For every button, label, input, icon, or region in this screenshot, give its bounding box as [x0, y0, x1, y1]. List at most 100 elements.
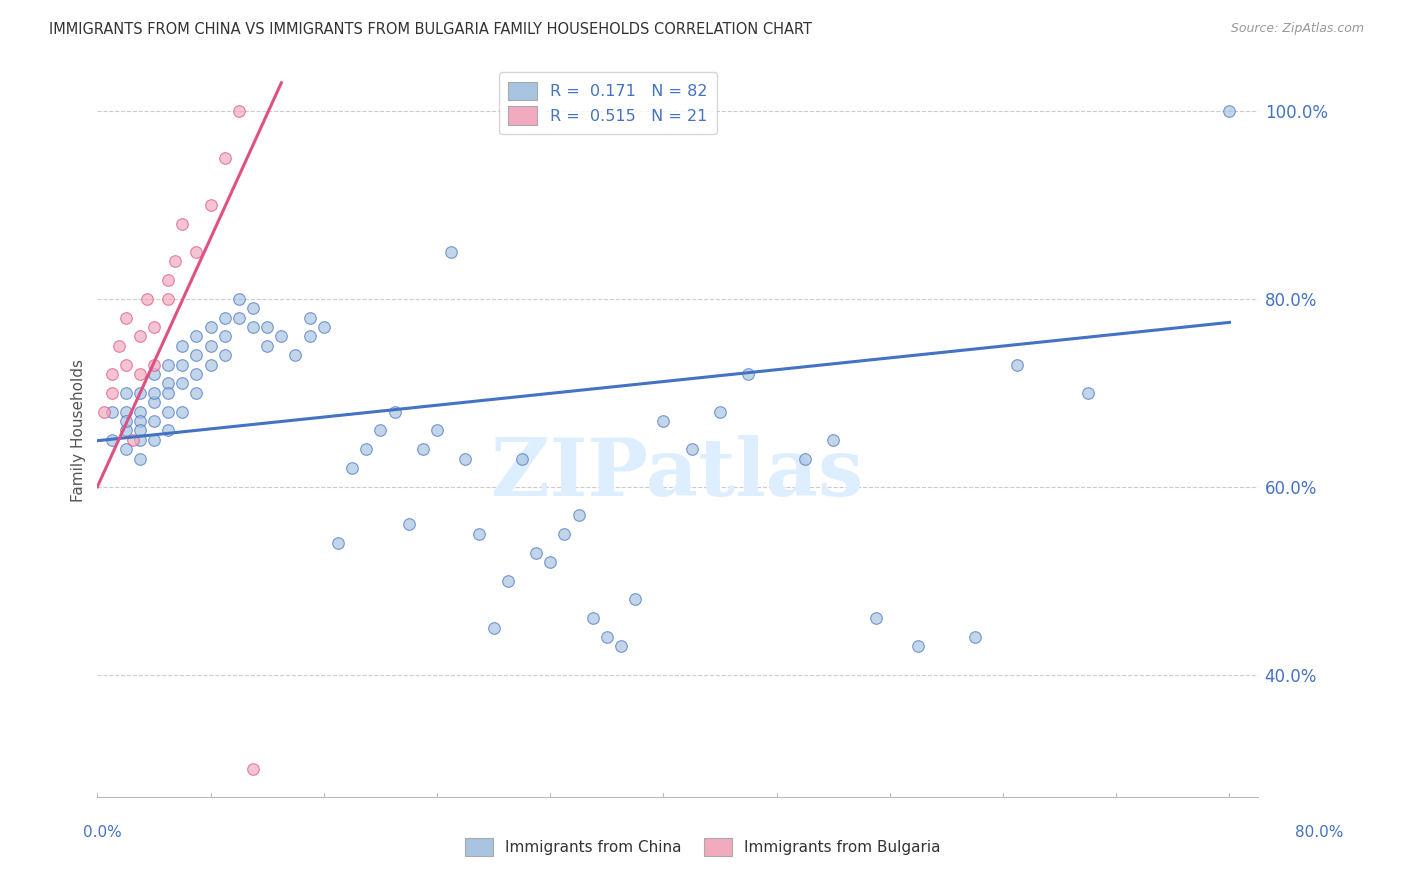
- Point: [298, 329, 321, 343]
- Point: [468, 526, 491, 541]
- Point: [370, 424, 392, 438]
- Point: [214, 310, 236, 325]
- Point: [128, 367, 150, 381]
- Point: [256, 320, 278, 334]
- Point: [340, 461, 363, 475]
- Point: [312, 320, 335, 334]
- Point: [114, 442, 136, 457]
- Point: [426, 424, 449, 438]
- Point: [100, 433, 122, 447]
- Text: ZIPatlas: ZIPatlas: [492, 435, 863, 514]
- Point: [1005, 358, 1028, 372]
- Point: [538, 555, 561, 569]
- Point: [256, 339, 278, 353]
- Point: [398, 517, 420, 532]
- Point: [737, 367, 759, 381]
- Point: [93, 404, 115, 418]
- Point: [865, 611, 887, 625]
- Point: [482, 621, 505, 635]
- Point: [270, 329, 292, 343]
- Point: [454, 451, 477, 466]
- Point: [186, 367, 208, 381]
- Point: [157, 273, 180, 287]
- Point: [510, 451, 533, 466]
- Point: [793, 451, 815, 466]
- Point: [143, 414, 166, 428]
- Point: [114, 385, 136, 400]
- Point: [114, 310, 136, 325]
- Point: [326, 536, 349, 550]
- Point: [907, 640, 929, 654]
- Text: 80.0%: 80.0%: [1295, 825, 1343, 840]
- Point: [172, 376, 194, 391]
- Point: [143, 385, 166, 400]
- Point: [284, 348, 307, 362]
- Point: [128, 451, 150, 466]
- Point: [963, 630, 986, 644]
- Point: [100, 367, 122, 381]
- Point: [114, 424, 136, 438]
- Point: [143, 367, 166, 381]
- Point: [143, 358, 166, 372]
- Point: [186, 244, 208, 259]
- Point: [242, 320, 264, 334]
- Point: [524, 545, 547, 559]
- Text: 0.0%: 0.0%: [83, 825, 122, 840]
- Point: [165, 254, 187, 268]
- Point: [440, 244, 463, 259]
- Point: [596, 630, 619, 644]
- Point: [128, 404, 150, 418]
- Point: [128, 414, 150, 428]
- Legend: Immigrants from China, Immigrants from Bulgaria: Immigrants from China, Immigrants from B…: [460, 832, 946, 862]
- Point: [114, 404, 136, 418]
- Point: [172, 404, 194, 418]
- Point: [610, 640, 633, 654]
- Point: [242, 762, 264, 776]
- Point: [128, 385, 150, 400]
- Point: [228, 292, 250, 306]
- Point: [128, 329, 150, 343]
- Point: [100, 385, 122, 400]
- Point: [298, 310, 321, 325]
- Point: [214, 329, 236, 343]
- Point: [157, 424, 180, 438]
- Point: [553, 526, 575, 541]
- Point: [242, 301, 264, 316]
- Point: [143, 433, 166, 447]
- Point: [157, 292, 180, 306]
- Legend: R =  0.171   N = 82, R =  0.515   N = 21: R = 0.171 N = 82, R = 0.515 N = 21: [499, 72, 717, 135]
- Point: [200, 320, 222, 334]
- Text: Source: ZipAtlas.com: Source: ZipAtlas.com: [1230, 22, 1364, 36]
- Point: [200, 358, 222, 372]
- Point: [496, 574, 519, 588]
- Point: [624, 592, 647, 607]
- Point: [582, 611, 605, 625]
- Point: [121, 433, 143, 447]
- Point: [107, 339, 129, 353]
- Point: [652, 414, 675, 428]
- Point: [228, 103, 250, 118]
- Point: [114, 358, 136, 372]
- Point: [200, 198, 222, 212]
- Point: [709, 404, 731, 418]
- Point: [128, 433, 150, 447]
- Point: [186, 385, 208, 400]
- Point: [228, 310, 250, 325]
- Point: [100, 404, 122, 418]
- Point: [114, 414, 136, 428]
- Point: [172, 358, 194, 372]
- Point: [412, 442, 434, 457]
- Point: [200, 339, 222, 353]
- Point: [384, 404, 406, 418]
- Point: [157, 385, 180, 400]
- Point: [823, 433, 845, 447]
- Point: [1218, 103, 1240, 118]
- Point: [681, 442, 703, 457]
- Point: [567, 508, 589, 522]
- Point: [354, 442, 377, 457]
- Text: IMMIGRANTS FROM CHINA VS IMMIGRANTS FROM BULGARIA FAMILY HOUSEHOLDS CORRELATION : IMMIGRANTS FROM CHINA VS IMMIGRANTS FROM…: [49, 22, 813, 37]
- Point: [135, 292, 157, 306]
- Point: [214, 348, 236, 362]
- Point: [214, 151, 236, 165]
- Point: [143, 395, 166, 409]
